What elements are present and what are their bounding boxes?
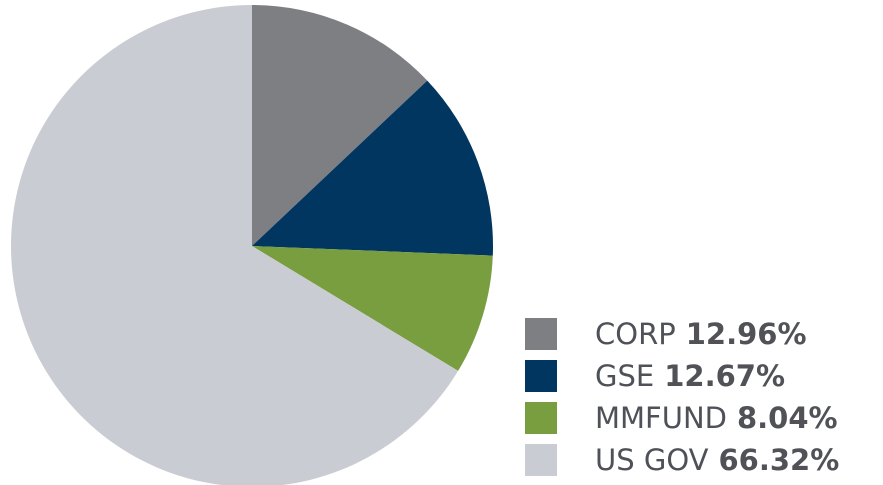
legend-swatch-gse	[525, 360, 557, 392]
legend-label-corp: CORP	[595, 316, 676, 351]
legend-item-us-gov: US GOV 66.32%	[525, 439, 880, 481]
legend-label-gse: GSE	[595, 358, 655, 393]
legend-value-corp: 12.96%	[685, 316, 807, 351]
chart-legend: CORP 12.96% GSE 12.67% MMFUND 8.04% US GOV 6…	[525, 313, 880, 481]
legend-item-gse: GSE 12.67%	[525, 355, 880, 397]
pie-slice-gse	[252, 80, 494, 256]
legend-text-us-gov: US GOV 66.32%	[595, 442, 840, 477]
legend-swatch-corp	[525, 318, 557, 350]
legend-item-corp: CORP 12.96%	[525, 313, 880, 355]
pie-slice-us-gov	[11, 5, 459, 485]
legend-value-gse: 12.67%	[664, 358, 786, 393]
legend-value-mmfund: 8.04%	[736, 400, 838, 435]
pie-chart	[11, 5, 494, 485]
legend-text-corp: CORP 12.96%	[595, 316, 807, 351]
legend-swatch-us-gov	[525, 444, 557, 476]
legend-value-us-gov: 66.32%	[718, 442, 840, 477]
legend-swatch-mmfund	[525, 402, 557, 434]
pie-slice-corp	[252, 5, 428, 246]
legend-item-mmfund: MMFUND 8.04%	[525, 397, 880, 439]
legend-label-mmfund: MMFUND	[595, 400, 727, 435]
legend-label-us-gov: US GOV	[595, 442, 709, 477]
legend-text-gse: GSE 12.67%	[595, 358, 786, 393]
legend-text-mmfund: MMFUND 8.04%	[595, 400, 838, 435]
pie-slice-mmfund	[252, 246, 493, 371]
